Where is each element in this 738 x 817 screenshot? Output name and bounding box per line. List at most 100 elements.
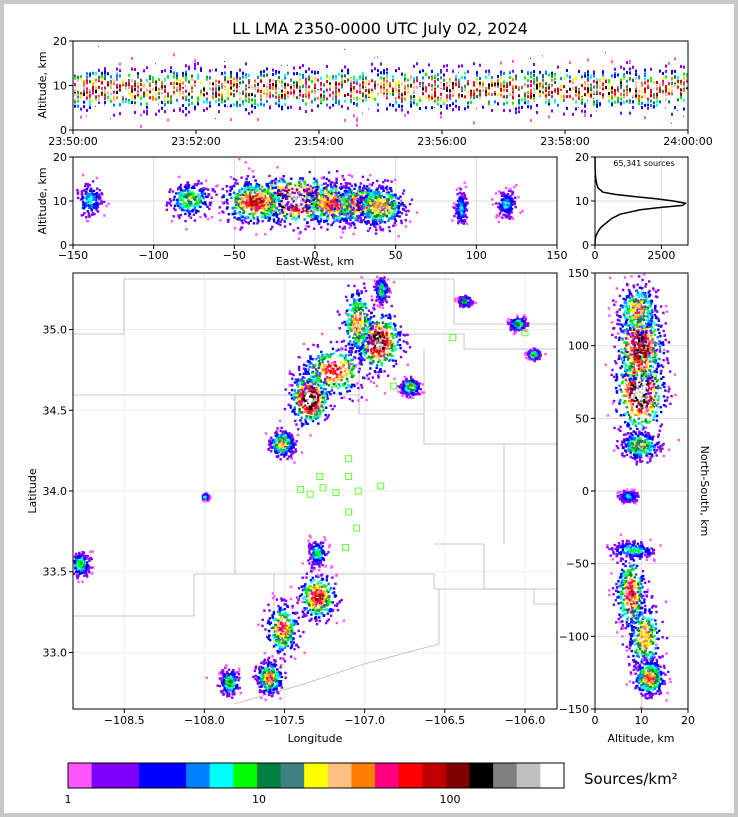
source-mark <box>536 83 538 87</box>
source-mark <box>188 190 191 193</box>
source-mark <box>110 83 112 87</box>
source-mark <box>391 202 394 206</box>
source-mark <box>617 88 619 92</box>
source-mark <box>443 78 445 82</box>
source-mark <box>446 64 448 68</box>
source-mark <box>98 75 100 79</box>
source-mark <box>269 86 271 90</box>
source-mark <box>371 91 373 95</box>
source-mark <box>509 198 512 201</box>
source-mark <box>263 89 265 93</box>
source-mark <box>354 199 358 202</box>
source-mark <box>194 66 196 70</box>
source-mark <box>303 218 306 221</box>
source-mark <box>258 197 261 200</box>
source-mark <box>272 72 274 76</box>
source-mark <box>291 410 294 413</box>
source-mark <box>347 222 350 225</box>
source-mark <box>272 94 274 98</box>
source-mark <box>137 88 139 92</box>
source-mark <box>392 207 396 211</box>
source-mark <box>261 219 264 223</box>
source-mark <box>563 77 565 81</box>
source-mark <box>644 77 646 81</box>
source-mark <box>453 202 456 205</box>
source-mark <box>296 385 300 388</box>
source-mark <box>388 194 392 197</box>
source-mark <box>320 76 322 80</box>
source-mark <box>458 186 461 190</box>
source-mark <box>383 93 385 97</box>
source-mark <box>313 217 317 220</box>
source-mark <box>266 189 270 192</box>
source-mark <box>644 81 646 85</box>
source-mark <box>104 67 106 71</box>
source-mark <box>347 106 349 110</box>
source-mark <box>167 74 169 78</box>
source-mark <box>91 212 95 215</box>
source-mark <box>287 83 289 87</box>
source-mark <box>86 79 88 83</box>
source-mark <box>125 100 127 104</box>
source-mark <box>225 190 229 193</box>
source-mark <box>295 188 299 192</box>
source-mark <box>380 194 383 198</box>
source-mark <box>599 84 601 88</box>
source-mark <box>298 184 301 187</box>
source-mark <box>175 192 178 195</box>
source-mark <box>551 74 553 78</box>
source-mark <box>275 197 278 201</box>
source-mark <box>314 77 316 81</box>
source-mark <box>295 183 298 186</box>
source-mark <box>241 200 244 204</box>
source-mark <box>299 85 301 89</box>
source-mark <box>283 189 287 193</box>
source-mark <box>256 193 260 196</box>
source-mark <box>497 84 499 88</box>
source-mark <box>376 202 379 205</box>
source-mark <box>74 93 76 97</box>
source-mark <box>338 85 340 89</box>
source-mark <box>95 191 99 195</box>
source-mark <box>360 208 364 211</box>
source-mark <box>185 228 188 231</box>
source-mark <box>353 101 355 105</box>
source-mark <box>374 215 378 219</box>
source-mark <box>362 77 364 81</box>
source-mark <box>119 84 121 88</box>
y-tick-label: 0 <box>60 124 67 137</box>
source-mark <box>623 89 625 93</box>
source-mark <box>262 196 265 199</box>
source-mark <box>230 187 233 190</box>
source-mark <box>359 83 361 87</box>
source-mark <box>385 185 389 188</box>
source-mark <box>467 70 469 74</box>
source-mark <box>238 158 241 161</box>
source-mark <box>476 88 478 92</box>
source-mark <box>443 102 445 106</box>
source-mark <box>238 189 241 192</box>
source-mark <box>587 58 589 62</box>
source-mark <box>314 78 316 82</box>
source-mark <box>617 96 619 100</box>
source-mark <box>410 76 412 80</box>
source-mark <box>515 107 517 111</box>
source-mark <box>354 196 357 199</box>
source-mark <box>465 222 469 226</box>
source-mark <box>387 202 390 205</box>
source-mark <box>623 75 625 79</box>
source-mark <box>90 190 94 193</box>
source-mark <box>593 85 595 89</box>
source-mark <box>505 195 508 199</box>
source-mark <box>330 208 334 211</box>
source-mark <box>428 63 430 67</box>
source-mark <box>92 189 96 193</box>
source-mark <box>320 83 322 87</box>
source-mark <box>298 411 301 414</box>
source-mark <box>376 218 380 221</box>
source-mark <box>74 89 76 93</box>
source-mark <box>545 83 547 87</box>
source-mark <box>363 205 366 208</box>
source-mark <box>274 213 278 216</box>
source-mark <box>647 106 649 110</box>
